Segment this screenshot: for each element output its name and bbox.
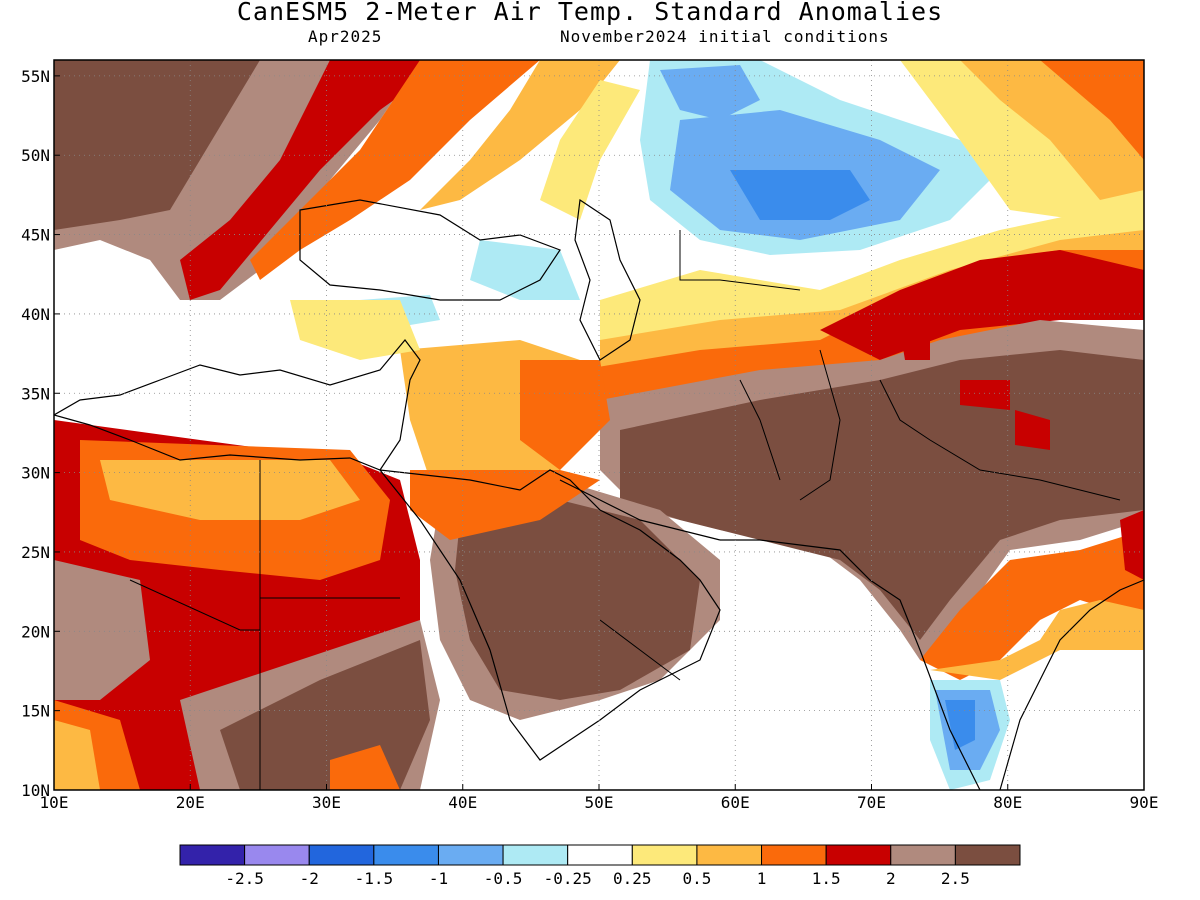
colorbar-label: 2 xyxy=(886,869,896,888)
colorbar-swatch xyxy=(437,844,504,866)
colorbar-label: -2.5 xyxy=(225,869,264,888)
initial-conditions: November2024 initial conditions xyxy=(560,27,890,46)
lat-tick-label: 50N xyxy=(21,146,50,165)
colorbar-legend: -2.5 -2 -1.5 -1 -0.5 -0.25 0.25 0.5 1 1.5 2 2.5 xyxy=(179,844,1021,888)
colorbar-swatch xyxy=(308,844,375,866)
colorbar-label: 0.25 xyxy=(613,869,652,888)
colorbar-label: -1.5 xyxy=(355,869,394,888)
lat-tick-label: 20N xyxy=(21,622,50,641)
lat-tick-label: 55N xyxy=(21,67,50,86)
colorbar-label: 2.5 xyxy=(941,869,970,888)
lat-tick-label: 40N xyxy=(21,305,50,324)
latitude-ticks: 10N 15N 20N 25N 30N 35N 40N 45N 50N 55N xyxy=(21,67,60,800)
lon-tick-label: 20E xyxy=(176,793,205,812)
colorbar-label: -0.5 xyxy=(484,869,523,888)
lon-tick-label: 70E xyxy=(857,793,886,812)
lon-tick-label: 50E xyxy=(585,793,614,812)
colorbar-swatch xyxy=(179,844,246,866)
lat-tick-label: 45N xyxy=(21,226,50,245)
colorbar-swatch xyxy=(825,844,892,866)
longitude-ticks: 10E 20E 30E 40E 50E 60E 70E 80E 90E xyxy=(40,784,1159,812)
graticule xyxy=(54,60,1144,790)
lon-tick-label: 60E xyxy=(721,793,750,812)
lon-tick-label: 90E xyxy=(1130,793,1159,812)
colorbar-swatch xyxy=(567,844,633,866)
colorbar-label: 1.5 xyxy=(812,869,841,888)
lat-tick-label: 25N xyxy=(21,543,50,562)
colorbar-swatch xyxy=(244,844,310,866)
colorbar-swatch xyxy=(373,844,439,866)
borders xyxy=(129,230,1121,790)
colorbar-label: -0.25 xyxy=(544,869,592,888)
colorbar-swatch xyxy=(631,844,698,866)
colorbar-label: -1 xyxy=(429,869,448,888)
colorbar-label: 0.5 xyxy=(682,869,711,888)
colorbar-swatch xyxy=(890,844,956,866)
colorbar-swatch xyxy=(696,844,763,866)
colorbar-swatch xyxy=(954,844,1021,866)
colorbar-swatch xyxy=(502,844,569,866)
map-title: CanESM5 2-Meter Air Temp. Standard Anoma… xyxy=(236,0,944,26)
lat-tick-label: 35N xyxy=(21,384,50,403)
lon-tick-label: 40E xyxy=(448,793,477,812)
forecast-month: Apr2025 xyxy=(308,27,383,46)
lat-tick-label: 30N xyxy=(21,464,50,483)
colorbar-swatch xyxy=(761,844,827,866)
lat-tick-label: 15N xyxy=(21,702,50,721)
coastlines xyxy=(54,198,1144,790)
colorbar-label: 1 xyxy=(757,869,767,888)
lon-tick-label: 30E xyxy=(312,793,341,812)
colorbar-label: -2 xyxy=(300,869,319,888)
lat-tick-label: 10N xyxy=(21,781,50,800)
lon-tick-label: 80E xyxy=(993,793,1022,812)
lon-tick-label: 10E xyxy=(40,793,69,812)
